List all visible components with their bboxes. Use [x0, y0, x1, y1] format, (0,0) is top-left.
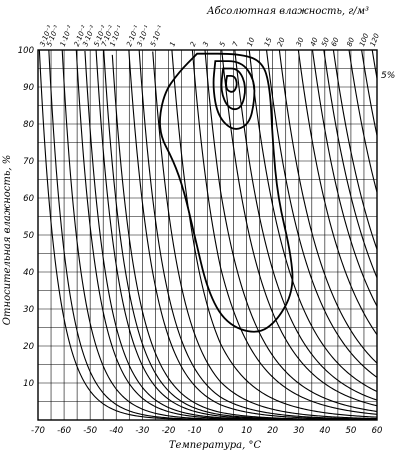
contour-line [212, 60, 256, 130]
absolute-humidity-curve [128, 50, 377, 420]
absolute-humidity-label: 1 [168, 41, 177, 48]
absolute-humidity-curve [248, 50, 377, 393]
absolute-humidity-label: 10 [246, 36, 257, 48]
absolute-humidity-curve [265, 50, 377, 378]
absolute-humidity-curve [191, 50, 377, 415]
absolute-humidity-curve [332, 50, 377, 250]
x-tick-label: -50 [83, 426, 97, 436]
y-tick-label: 60 [23, 194, 34, 204]
absolute-humidity-curve [311, 50, 377, 307]
y-tick-label: 90 [23, 83, 34, 93]
y-axis-title: Относительная влажность, % [2, 155, 13, 325]
absolute-humidity-curve [204, 50, 377, 413]
y-tick-label: 30 [23, 305, 34, 315]
absolute-humidity-label: 40 [309, 36, 320, 48]
plot-frame [37, 49, 378, 421]
contour-line [220, 67, 246, 111]
contour-line [225, 75, 238, 93]
contour-line [159, 52, 294, 333]
y-tick-label: 20 [23, 342, 34, 352]
absolute-humidity-curve [297, 50, 377, 335]
x-tick-label: 50 [346, 426, 357, 436]
absolute-humidity-curve [278, 50, 377, 364]
absolute-humidity-curve [171, 50, 377, 418]
absolute-humidity-label: 2 [189, 40, 198, 48]
absolute-humidity-curve [221, 50, 377, 407]
absolute-humidity-label: 3 [201, 41, 210, 48]
absolute-humidity-label: 5 [218, 40, 227, 48]
y-tick-label: 40 [23, 268, 34, 278]
absolute-humidity-label: 15 [263, 36, 274, 48]
absolute-humidity-curve [361, 50, 377, 136]
absolute-humidity-curve [348, 50, 377, 193]
x-tick-label: 10 [241, 426, 252, 436]
absolute-humidity-curve [111, 54, 377, 420]
y-tick-label: 50 [23, 231, 34, 241]
y-tick-label: 70 [23, 157, 34, 167]
absolute-humidity-curve [138, 50, 377, 420]
x-tick-label: 30 [293, 426, 304, 436]
absolute-humidity-curve [61, 50, 377, 420]
absolute-humidity-label: 120 [369, 32, 382, 48]
x-tick-label: -30 [135, 426, 149, 436]
contour-annotation-5pct: 5% [381, 71, 395, 81]
absolute-humidity-curve [95, 50, 377, 420]
absolute-humidity-label: 30 [295, 36, 306, 48]
contours [159, 52, 294, 333]
x-tick-label: 20 [267, 426, 278, 436]
x-tick-label: -70 [31, 426, 45, 436]
absolute-humidity-label: 50 [320, 36, 331, 48]
absolute-humidity-label: 80 [345, 36, 356, 48]
x-tick-label: -10 [188, 426, 202, 436]
absolute-humidity-curve [371, 50, 377, 79]
x-tick-labels: -70 -60 -50 -40 -30 -20 -10 0 10 20 30 40 50 60 [31, 426, 382, 436]
x-tick-label: -60 [57, 426, 71, 436]
x-axis-title: Температура, °С [169, 440, 262, 451]
absolute-humidity-label: 7 [231, 40, 240, 48]
y-tick-label: 100 [18, 46, 34, 56]
x-tick-label: 0 [218, 426, 223, 436]
absolute-humidity-curve [48, 50, 377, 420]
chart-title: Абсолютная влажность, г/м³ [206, 6, 369, 17]
x-tick-label: 60 [372, 426, 383, 436]
absolute-humidity-label: 20 [276, 36, 287, 48]
x-tick-label: -40 [109, 426, 123, 436]
absolute-humidity-label: 5·10⁻¹ [149, 24, 165, 48]
x-tick-label: 40 [319, 426, 330, 436]
absolute-humidity-curve [234, 50, 377, 401]
y-tick-label: 80 [23, 120, 34, 130]
absolute-humidity-label: 60 [330, 36, 341, 48]
absolute-humidity-labels: 3·10⁻³5·10⁻³1·10⁻²2·10⁻²3·10⁻²5·10⁻²7·10… [38, 24, 381, 48]
x-tick-label: -20 [161, 426, 175, 436]
y-tick-label: 10 [23, 379, 34, 389]
absolute-humidity-curve [152, 51, 377, 420]
y-tick-labels: 10 20 30 40 50 60 70 80 90 100 [18, 46, 34, 389]
absolute-humidity-curve [323, 50, 377, 278]
